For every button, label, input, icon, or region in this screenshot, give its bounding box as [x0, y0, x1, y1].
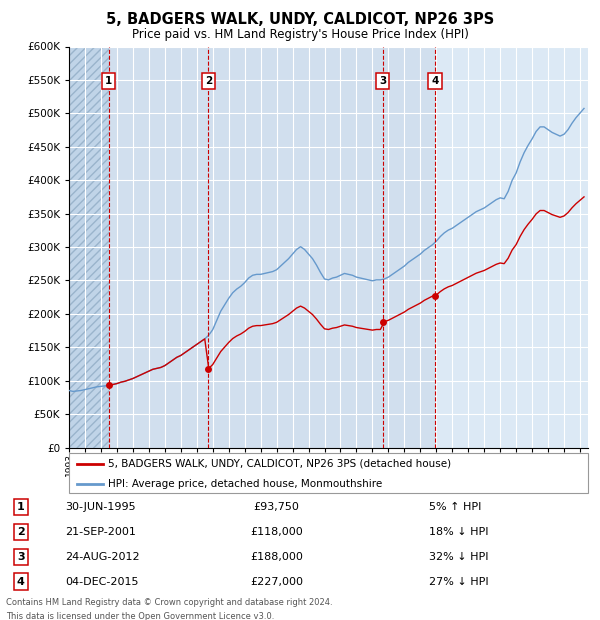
Text: 21-SEP-2001: 21-SEP-2001 [65, 527, 136, 537]
Bar [69, 46, 109, 448]
5, BADGERS WALK, UNDY, CALDICOT, NP26 3PS (detached house) [481, 267, 488, 274]
HPI: Average price, detached house, Monmouthshire: (1.99e+03, 8.55e+04): Average price, detached house, Monmouths… [65, 387, 73, 394]
Text: 5, BADGERS WALK, UNDY, CALDICOT, NP26 3PS (detached house): 5, BADGERS WALK, UNDY, CALDICOT, NP26 3P… [108, 459, 451, 469]
Text: 3: 3 [379, 76, 386, 86]
Text: £118,000: £118,000 [250, 527, 303, 537]
5, BADGERS WALK, UNDY, CALDICOT, NP26 3PS (detached house) [233, 332, 240, 340]
HPI: Average price, detached house, Monmouthshire: (2.01e+03, 2.9e+05): Average price, detached house, Monmouths… [289, 250, 296, 258]
Text: Price paid vs. HM Land Registry's House Price Index (HPI): Price paid vs. HM Land Registry's House … [131, 28, 469, 41]
Bar [109, 46, 208, 448]
HPI: Average price, detached house, Monmouthshire: (2e+03, 1.76e+05): Average price, detached house, Monmouths… [209, 326, 217, 334]
HPI: Average price, detached house, Monmouthshire: (1.99e+03, 8.41e+04): Average price, detached house, Monmouths… [70, 388, 77, 395]
Text: 18% ↓ HPI: 18% ↓ HPI [430, 527, 489, 537]
5, BADGERS WALK, UNDY, CALDICOT, NP26 3PS (detached house) [433, 291, 440, 299]
Line: 5, BADGERS WALK, UNDY, CALDICOT, NP26 3PS (detached house): 5, BADGERS WALK, UNDY, CALDICOT, NP26 3P… [109, 197, 584, 385]
Text: 32% ↓ HPI: 32% ↓ HPI [430, 552, 489, 562]
HPI: Average price, detached house, Monmouthshire: (2.01e+03, 2.81e+05): Average price, detached house, Monmouths… [409, 256, 416, 264]
Text: HPI: Average price, detached house, Monmouthshire: HPI: Average price, detached house, Monm… [108, 479, 382, 489]
Text: £93,750: £93,750 [254, 502, 299, 512]
Text: 4: 4 [17, 577, 25, 587]
FancyBboxPatch shape [69, 453, 588, 493]
HPI: Average price, detached house, Monmouthshire: (2.03e+03, 5.07e+05): Average price, detached house, Monmouths… [580, 105, 587, 112]
HPI: Average price, detached house, Monmouthshire: (2.02e+03, 3.53e+05): Average price, detached house, Monmouths… [473, 208, 480, 215]
Text: £227,000: £227,000 [250, 577, 303, 587]
Bar [208, 46, 383, 448]
5, BADGERS WALK, UNDY, CALDICOT, NP26 3PS (detached house) [205, 365, 212, 372]
5, BADGERS WALK, UNDY, CALDICOT, NP26 3PS (detached house) [565, 209, 572, 216]
Text: 2: 2 [17, 527, 25, 537]
Bar [435, 46, 600, 448]
5, BADGERS WALK, UNDY, CALDICOT, NP26 3PS (detached house) [580, 193, 587, 201]
Text: 24-AUG-2012: 24-AUG-2012 [65, 552, 139, 562]
Text: 27% ↓ HPI: 27% ↓ HPI [430, 577, 489, 587]
Text: 4: 4 [431, 76, 439, 86]
Text: 5, BADGERS WALK, UNDY, CALDICOT, NP26 3PS: 5, BADGERS WALK, UNDY, CALDICOT, NP26 3P… [106, 12, 494, 27]
Text: 2: 2 [205, 76, 212, 86]
Text: £188,000: £188,000 [250, 552, 303, 562]
Text: 04-DEC-2015: 04-DEC-2015 [65, 577, 139, 587]
Text: 3: 3 [17, 552, 25, 562]
Text: 1: 1 [17, 502, 25, 512]
HPI: Average price, detached house, Monmouthshire: (2.02e+03, 3.28e+05): Average price, detached house, Monmouths… [449, 224, 456, 232]
Text: 1: 1 [105, 76, 113, 86]
5, BADGERS WALK, UNDY, CALDICOT, NP26 3PS (detached house) [369, 326, 376, 334]
Line: HPI: Average price, detached house, Monmouthshire: HPI: Average price, detached house, Monm… [69, 108, 584, 391]
Bar [69, 46, 109, 448]
Bar [383, 46, 435, 448]
Text: 5% ↑ HPI: 5% ↑ HPI [430, 502, 482, 512]
HPI: Average price, detached house, Monmouthshire: (2.01e+03, 2.58e+05): Average price, detached house, Monmouths… [337, 272, 344, 279]
Text: 30-JUN-1995: 30-JUN-1995 [65, 502, 136, 512]
Text: This data is licensed under the Open Government Licence v3.0.: This data is licensed under the Open Gov… [6, 612, 274, 620]
Text: Contains HM Land Registry data © Crown copyright and database right 2024.: Contains HM Land Registry data © Crown c… [6, 598, 332, 608]
5, BADGERS WALK, UNDY, CALDICOT, NP26 3PS (detached house) [106, 381, 113, 389]
